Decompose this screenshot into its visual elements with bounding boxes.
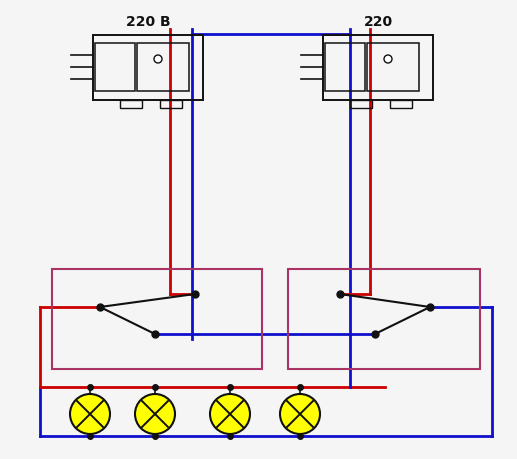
Bar xyxy=(120,100,142,108)
Bar xyxy=(52,269,262,369)
Circle shape xyxy=(280,394,320,434)
Bar xyxy=(390,100,412,108)
Circle shape xyxy=(154,56,162,64)
Circle shape xyxy=(135,394,175,434)
Bar xyxy=(288,269,480,369)
Bar xyxy=(367,44,419,92)
Bar xyxy=(137,44,189,92)
Text: 220: 220 xyxy=(363,15,392,29)
Bar xyxy=(93,35,203,100)
Bar xyxy=(350,100,372,108)
Bar xyxy=(323,35,433,100)
Bar xyxy=(325,44,365,92)
Circle shape xyxy=(70,394,110,434)
Bar xyxy=(95,44,135,92)
Text: 220 B: 220 B xyxy=(126,15,170,29)
Circle shape xyxy=(210,394,250,434)
Bar xyxy=(160,100,182,108)
Circle shape xyxy=(384,56,392,64)
